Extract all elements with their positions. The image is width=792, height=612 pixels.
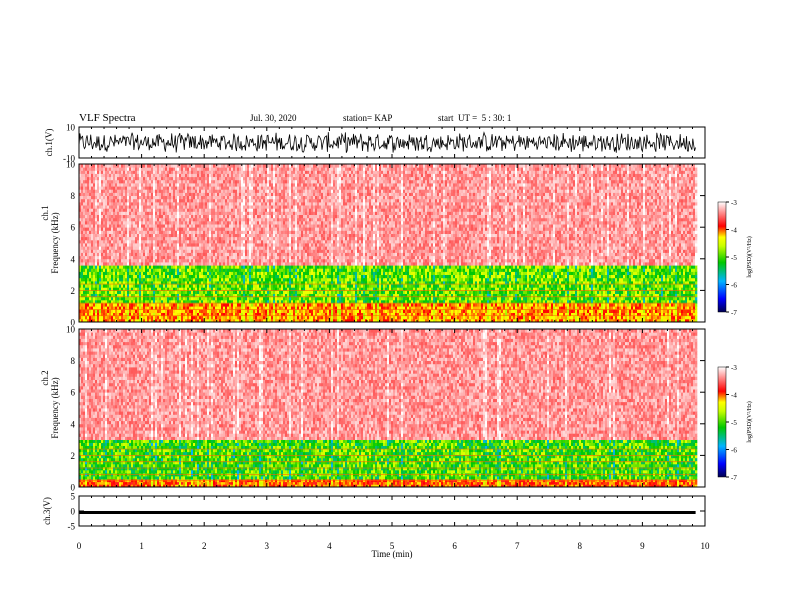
ch2-spec-ytick-label: 8 (71, 356, 76, 366)
ch1-spec-ytick-label: 4 (71, 254, 76, 264)
x-tick-label: 0 (77, 541, 82, 551)
ch1-spec-ytick-label: 8 (71, 191, 76, 201)
ch2-spec-colorbar-tick-label: -4 (731, 392, 737, 400)
x-tick-label: 8 (578, 541, 583, 551)
ch1-waveform-trace (79, 132, 696, 153)
ch2-spec-colorbar-label: log(PSD)(V²/Hz) (746, 401, 753, 442)
ch1-spec-colorbar-tick-label: -3 (731, 199, 737, 207)
ch1-spec-ytick-label: 2 (71, 286, 76, 296)
ch1-spec-colorbar-label: log(PSD)(V²/Hz) (746, 236, 753, 277)
x-tick-label: 6 (452, 541, 457, 551)
x-tick-label: 10 (701, 541, 711, 551)
ch1-spec-colorbar-tick-label: -4 (731, 227, 737, 235)
ch1-spec-channel-label: ch.1 (40, 205, 50, 220)
ch2-spec-colorbar-tick-label: -3 (731, 364, 737, 372)
ch3-waveform-ylabel: ch.3(V) (42, 497, 52, 525)
ch2-spec-ytick-label: 2 (71, 451, 76, 461)
ch1-spec-ytick-label: 10 (66, 160, 76, 170)
ch3-wave-ytick-label: 5 (71, 492, 76, 502)
ch1-wave-ytick-label: 10 (66, 123, 76, 133)
ch1-spec-colorbar-tick-label: -7 (731, 309, 737, 317)
ch1-spec-ylabel: Frequency (kHz) (50, 212, 60, 273)
ch3-wave-ytick-label: 0 (71, 507, 76, 517)
ch2-spec-colorbar-tick-label: -7 (731, 474, 737, 482)
x-axis-label: Time (min) (372, 549, 413, 559)
ch1-spec-colorbar-tick-label: -5 (731, 254, 737, 262)
ch1-spec-ytick-label: 6 (71, 223, 76, 233)
ch2-spec-ytick-label: 6 (71, 388, 76, 398)
ch3-wave-ytick-label: -5 (68, 522, 76, 532)
ch1-spec-colorbar-tick-label: -6 (731, 282, 737, 290)
ch2-spec-ytick-label: 10 (66, 325, 76, 335)
x-tick-label: 2 (202, 541, 207, 551)
ch2-spec-channel-label: ch.2 (40, 370, 50, 385)
x-tick-label: 3 (265, 541, 270, 551)
x-tick-label: 7 (515, 541, 520, 551)
ch1-waveform-ylabel: ch.1(V) (44, 129, 54, 157)
ch2-spec-heatmap (79, 329, 697, 487)
x-tick-label: 9 (640, 541, 645, 551)
ch2-spec-colorbar-tick-label: -5 (731, 419, 737, 427)
ch2-spec-ytick-label: 4 (71, 419, 76, 429)
x-tick-label: 1 (139, 541, 144, 551)
ch1-spec-heatmap (79, 164, 697, 322)
ch3-waveform-trace (79, 511, 696, 514)
ch2-spec-colorbar-tick-label: -6 (731, 447, 737, 455)
ch2-spec-ylabel: Frequency (kHz) (50, 377, 60, 438)
vlf-spectra-figure: 10-10ch.1(V)0246810ch.1 Frequency (kHz)-3… (0, 0, 792, 612)
x-tick-label: 4 (327, 541, 332, 551)
ch2-spec-colorbar (718, 367, 726, 477)
ch1-spec-colorbar (718, 202, 726, 312)
